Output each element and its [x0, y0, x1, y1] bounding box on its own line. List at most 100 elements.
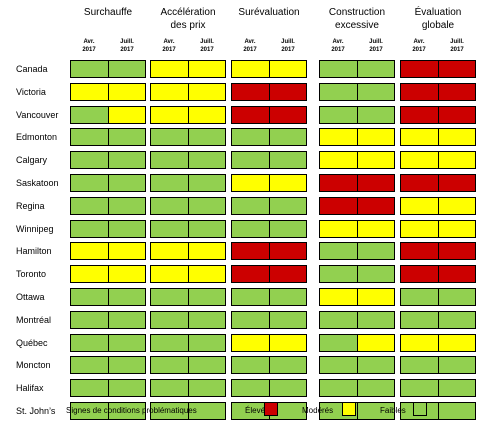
group-title: Surévaluation — [238, 7, 300, 18]
row-label: Moncton — [16, 360, 51, 371]
row-label: Canada — [16, 64, 48, 74]
status-cell — [188, 128, 226, 147]
row-label: Winnipeg — [16, 223, 54, 234]
legend-swatch-eleve — [264, 402, 278, 416]
status-cell — [70, 356, 109, 375]
status-cell — [188, 356, 226, 375]
status-cell — [438, 310, 476, 329]
period-label: Juill. 2017 — [450, 39, 464, 53]
status-cell — [400, 128, 439, 147]
status-cell — [231, 128, 270, 147]
status-cell — [150, 105, 189, 124]
status-cell — [188, 151, 226, 170]
status-cell — [438, 60, 476, 78]
group-title: Accélération des prix — [160, 7, 216, 31]
status-cell — [357, 356, 395, 375]
status-cell — [269, 196, 307, 215]
status-cell — [108, 356, 146, 375]
status-cell — [357, 288, 395, 306]
status-cell — [150, 310, 189, 329]
status-cell — [438, 105, 476, 124]
status-cell — [438, 174, 476, 192]
status-cell — [150, 196, 189, 215]
status-cell — [319, 333, 358, 352]
status-cell — [108, 60, 146, 78]
status-cell — [231, 196, 270, 215]
status-cell — [357, 128, 395, 147]
status-cell — [400, 379, 439, 398]
legend-label-eleve: Élevés — [245, 406, 270, 415]
status-cell — [400, 60, 439, 78]
legend-swatch-modere — [342, 402, 356, 416]
status-cell — [231, 333, 270, 352]
status-cell — [188, 288, 226, 306]
status-cell — [400, 105, 439, 124]
legend-label-modere: Modérés — [302, 406, 334, 415]
status-cell — [269, 60, 307, 78]
status-cell — [438, 128, 476, 147]
status-cell — [319, 174, 358, 192]
status-cell — [188, 196, 226, 215]
status-cell — [150, 265, 189, 284]
legend-title: Signes de conditions problématiques — [66, 406, 197, 415]
status-cell — [188, 402, 226, 420]
period-label: Avr. 2017 — [331, 39, 345, 53]
status-cell — [319, 219, 358, 238]
status-cell — [150, 60, 189, 78]
status-cell — [70, 333, 109, 352]
status-cell — [188, 219, 226, 238]
status-cell — [400, 151, 439, 170]
status-cell — [357, 219, 395, 238]
status-cell — [357, 333, 395, 352]
status-cell — [438, 82, 476, 101]
period-label: Avr. 2017 — [82, 39, 96, 53]
status-cell — [108, 151, 146, 170]
status-cell — [231, 151, 270, 170]
status-cell — [400, 219, 439, 238]
status-cell — [319, 310, 358, 329]
status-cell — [70, 219, 109, 238]
status-cell — [400, 288, 439, 306]
status-cell — [70, 310, 109, 329]
status-cell — [357, 196, 395, 215]
status-cell — [319, 196, 358, 215]
status-cell — [319, 105, 358, 124]
status-cell — [438, 402, 476, 420]
legend-label-faible: Faibles — [380, 406, 406, 415]
status-cell — [438, 151, 476, 170]
status-cell — [438, 265, 476, 284]
status-cell — [70, 196, 109, 215]
status-cell — [319, 265, 358, 284]
status-cell — [319, 82, 358, 101]
status-cell — [438, 219, 476, 238]
period-label: Juill. 2017 — [369, 39, 383, 53]
status-cell — [231, 105, 270, 124]
status-cell — [150, 333, 189, 352]
row-label: St. John’s — [16, 406, 56, 416]
status-cell — [108, 333, 146, 352]
status-cell — [188, 242, 226, 261]
status-cell — [231, 219, 270, 238]
status-cell — [150, 219, 189, 238]
period-label: Juill. 2017 — [281, 39, 295, 53]
status-cell — [319, 60, 358, 78]
status-cell — [357, 82, 395, 101]
status-cell — [319, 379, 358, 398]
status-cell — [108, 174, 146, 192]
row-label: Hamilton — [16, 246, 52, 257]
status-cell — [70, 151, 109, 170]
status-cell — [357, 60, 395, 78]
status-cell — [400, 174, 439, 192]
status-cell — [231, 356, 270, 375]
status-cell — [438, 196, 476, 215]
status-cell — [150, 288, 189, 306]
row-label: Toronto — [16, 269, 47, 280]
status-cell — [70, 60, 109, 78]
group-title: Construction excessive — [328, 7, 386, 31]
status-cell — [269, 128, 307, 147]
status-cell — [357, 151, 395, 170]
status-cell — [108, 288, 146, 306]
status-cell — [231, 174, 270, 192]
status-cell — [269, 310, 307, 329]
group-title: Évaluation globale — [414, 7, 462, 31]
